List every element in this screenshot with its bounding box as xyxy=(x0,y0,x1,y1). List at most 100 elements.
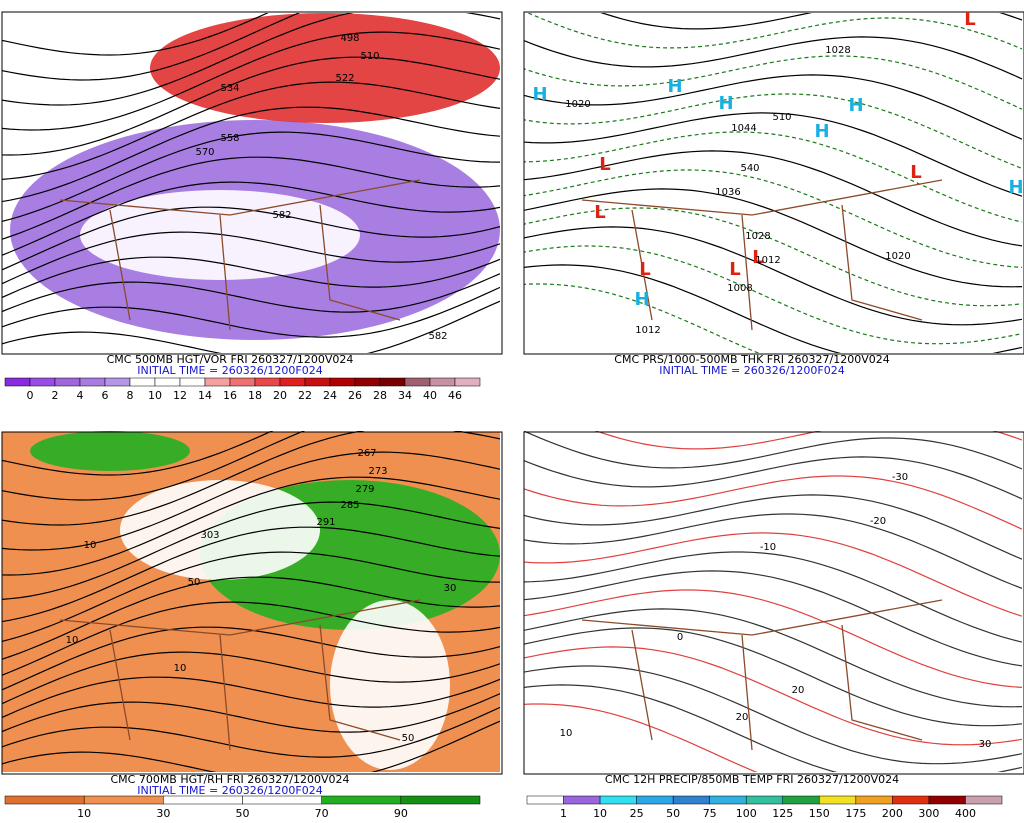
map-label: H xyxy=(848,95,863,116)
contour-line xyxy=(524,646,1022,746)
contour-line xyxy=(524,532,1022,617)
map-background xyxy=(524,432,1022,772)
colorbar-swatch xyxy=(928,795,966,805)
colorbar-label: 18 xyxy=(248,389,262,402)
contour-line xyxy=(524,188,1023,288)
contour-line xyxy=(2,156,500,240)
colorbar-swatch xyxy=(354,377,381,387)
contour-line xyxy=(2,576,500,660)
map-label: 10 xyxy=(560,728,573,739)
map-label: 1036 xyxy=(715,187,740,198)
panel-title: CMC PRS/1000-500MB THK FRI 260327/1200V0… xyxy=(614,353,889,366)
map-label: 558 xyxy=(220,133,239,144)
contour-line xyxy=(2,256,500,299)
colorbar-swatch xyxy=(204,377,231,387)
map-label: -30 xyxy=(892,472,908,483)
map xyxy=(2,431,500,772)
colorbar-swatch xyxy=(379,377,406,387)
contour-line xyxy=(524,608,1022,708)
map-label: 279 xyxy=(355,484,374,495)
map-label: 582 xyxy=(428,331,447,342)
contour-line xyxy=(2,106,500,203)
colorbar-label: 90 xyxy=(394,807,408,819)
contour-line xyxy=(524,431,1022,470)
contour-line xyxy=(2,131,500,222)
contour-line xyxy=(524,169,1023,268)
contour-line xyxy=(524,475,1022,530)
contour-line xyxy=(524,456,1022,500)
contour-line xyxy=(2,81,500,180)
map-label: 1012 xyxy=(755,255,780,266)
contour-line xyxy=(524,93,1023,169)
map-label: L xyxy=(599,154,610,175)
colorbar-label: 150 xyxy=(809,807,830,819)
map-label: 510 xyxy=(360,51,379,62)
map-label: 582 xyxy=(272,210,291,221)
political-border xyxy=(581,599,943,751)
colorbar-swatch xyxy=(429,377,456,387)
map-label: L xyxy=(729,259,740,280)
colorbar-swatch xyxy=(179,377,206,387)
contour-line xyxy=(600,13,1023,30)
colorbar-swatch xyxy=(279,377,306,387)
contour-line xyxy=(2,693,500,733)
colorbar-label: 100 xyxy=(736,807,757,819)
colorbar-label: 40 xyxy=(423,389,437,402)
map-frame xyxy=(1,11,503,355)
colorbar-label: 300 xyxy=(918,807,939,819)
map-label: L xyxy=(910,162,921,183)
contour-line xyxy=(2,31,500,131)
map-label: 0 xyxy=(677,632,683,643)
map-label: H xyxy=(532,84,547,105)
map-label: L xyxy=(752,247,763,268)
colorbar-label: 22 xyxy=(298,389,312,402)
map-label: 1020 xyxy=(565,99,590,110)
map-label: 1020 xyxy=(885,251,910,262)
contour-line xyxy=(2,651,500,705)
colorbar-swatch xyxy=(563,795,601,805)
map-label: 1028 xyxy=(745,231,770,242)
colorbar-swatch xyxy=(254,377,281,387)
shaded-area xyxy=(30,431,190,471)
colorbar-swatch xyxy=(304,377,331,387)
contour-line xyxy=(524,494,1022,560)
contour-line xyxy=(524,112,1023,197)
colorbar-swatch xyxy=(599,795,637,805)
map-label: H xyxy=(814,121,829,142)
contour-line xyxy=(2,706,500,758)
colorbar-label: 10 xyxy=(77,807,91,819)
map-frame xyxy=(1,431,503,775)
contour-line xyxy=(2,720,500,772)
colorbar-label: 200 xyxy=(882,807,903,819)
colorbar-label: 1 xyxy=(560,807,567,819)
colorbar-swatch xyxy=(104,377,131,387)
colorbar-label: 70 xyxy=(315,807,329,819)
colorbar-swatch xyxy=(855,795,893,805)
colorbar-label: 125 xyxy=(772,807,793,819)
colorbar-label: 10 xyxy=(593,807,607,819)
political-border xyxy=(581,179,943,331)
map-label: H xyxy=(718,93,733,114)
initial-time: INITIAL TIME = 260326/1200F024 xyxy=(659,364,844,377)
contour-line xyxy=(524,551,1022,643)
map-label: 510 xyxy=(772,112,791,123)
map-label: 285 xyxy=(340,500,359,511)
colorbar-label: 12 xyxy=(173,389,187,402)
colorbar-swatch xyxy=(329,377,356,387)
contour-line xyxy=(2,181,500,256)
colorbar-label: 34 xyxy=(398,389,412,402)
contour-line xyxy=(524,513,1022,589)
colorbar-label: 8 xyxy=(127,389,134,402)
contour-line xyxy=(2,13,500,106)
colorbar-label: 4 xyxy=(77,389,84,402)
colorbar-swatch xyxy=(526,795,564,805)
political-border xyxy=(59,599,421,751)
contour-line xyxy=(524,665,1022,765)
colorbar-swatch xyxy=(782,795,820,805)
contour-line xyxy=(2,626,500,691)
map-label: 30 xyxy=(979,739,992,750)
contour-line xyxy=(524,245,1023,345)
map-label: 1028 xyxy=(825,45,850,56)
map-label: 50 xyxy=(402,733,415,744)
